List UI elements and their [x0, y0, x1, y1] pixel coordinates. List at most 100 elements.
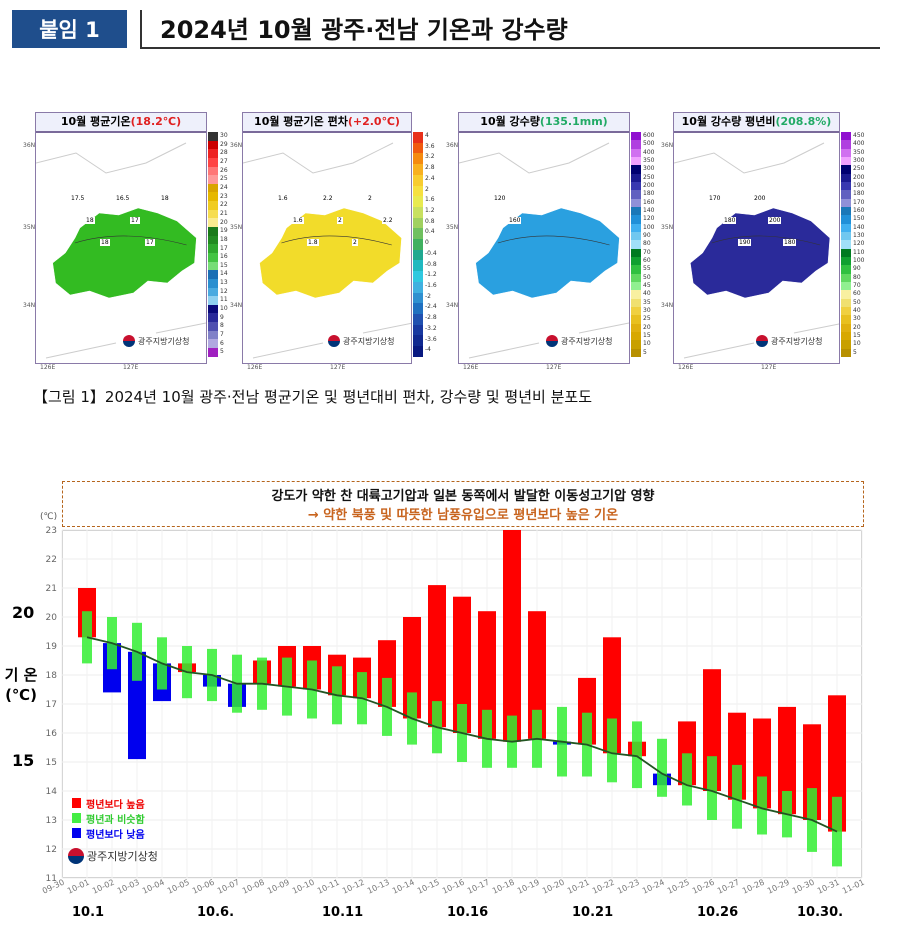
contour-label: 1.6: [292, 217, 304, 224]
colorbar-swatch: [631, 181, 641, 191]
colorbar-swatch: [413, 324, 423, 336]
colorbar-label: 600: [643, 132, 655, 139]
lat-label: 34N: [23, 302, 36, 309]
lon-label: 127E: [761, 364, 777, 371]
colorbar-swatch: [841, 240, 851, 249]
x-tick-label: 11-01: [841, 878, 866, 896]
contour-label: 200: [753, 195, 767, 202]
region-map: [673, 142, 845, 359]
colorbar-swatch: [631, 323, 641, 332]
agency-logo: 광주지방기상청: [123, 335, 190, 347]
colorbar-label: -0.4: [425, 249, 437, 257]
colorbar-label: 20: [220, 218, 228, 226]
x-tick-label: 10-01: [66, 878, 91, 896]
agency-logo: 광주지방기상청: [756, 335, 823, 347]
colorbar-label: -2: [425, 292, 431, 300]
lat-label: 35N: [446, 224, 459, 231]
lat-label: 35N: [230, 224, 243, 231]
colorbar-label: 25: [220, 175, 228, 183]
x-tick-label: 10-13: [366, 878, 391, 896]
contour-label: 1.8: [307, 239, 319, 246]
colorbar-label: 2.4: [425, 174, 435, 182]
colorbar-label: 400: [853, 140, 865, 148]
colorbar-swatch: [631, 340, 641, 349]
colorbar-swatch: [841, 323, 851, 332]
region-fill: [475, 207, 620, 299]
colorbar-label: 200: [643, 182, 655, 189]
contour-label: 18: [100, 239, 110, 246]
colorbar-label: 300: [853, 157, 865, 164]
x-tick-label: 10-25: [666, 878, 691, 896]
colorbar-label: 1.2: [425, 207, 435, 214]
contour-label: 2: [367, 195, 373, 202]
colorbar-swatch: [208, 235, 218, 245]
lat-label: 36N: [661, 142, 674, 149]
colorbar-label: 28: [220, 149, 228, 157]
colorbar-label: 4: [425, 132, 429, 139]
y-tick-label: 13: [46, 816, 57, 826]
colorbar-label: 180: [643, 190, 655, 198]
colorbar-swatch: [841, 132, 851, 141]
colorbar-swatch: [208, 296, 218, 305]
x-tick-label: 10-10: [291, 878, 316, 896]
y-tick-label: 22: [46, 555, 57, 565]
colorbar-label: 190: [853, 182, 865, 189]
page-title: 2024년 10월 광주·전남 기온과 강수량: [160, 16, 568, 44]
colorbar-swatch: [841, 165, 851, 174]
taegeuk-icon: [756, 335, 768, 347]
colorbar-label: 60: [643, 257, 651, 264]
colorbar-swatch: [208, 287, 218, 297]
x-tick-label: 10-15: [416, 878, 441, 896]
x-tick-label: 10-05: [166, 878, 191, 896]
colorbar-label: 23: [220, 192, 228, 200]
x-tick-label: 10-23: [616, 878, 641, 896]
normal-line: [86, 636, 838, 833]
lat-label: 36N: [23, 142, 36, 149]
colorbar-swatch: [208, 209, 218, 219]
colorbar-label: 180: [853, 190, 865, 198]
x-tick-label: 10-28: [741, 878, 766, 896]
lon-label: 126E: [463, 364, 479, 371]
colorbar-swatch: [208, 227, 218, 236]
colorbar-swatch: [841, 181, 851, 191]
x-tick-label: 10-04: [141, 878, 166, 896]
colorbar-label: 120: [853, 240, 865, 248]
colorbar-label: 10: [643, 340, 651, 348]
date-label: 10.6.: [197, 905, 235, 920]
map-title: 10월 강수량(135.1mm): [459, 113, 629, 133]
observed-bar: [778, 706, 796, 815]
colorbar-label: -2.8: [425, 314, 437, 322]
colorbar-label: 0.8: [425, 217, 435, 225]
colorbar-swatch: [413, 217, 423, 229]
colorbar-swatch: [841, 156, 851, 166]
map-title: 10월 평균기온 편차(+2.0℃): [243, 113, 411, 133]
colorbar-label: 200: [853, 173, 865, 181]
colorbar-label: 50: [853, 298, 861, 306]
normal-range-bar: [657, 738, 667, 797]
colorbar-label: 40: [643, 290, 651, 298]
colorbar-swatch: [208, 313, 218, 323]
normal-range-bar: [632, 721, 642, 789]
colorbar-swatch: [208, 278, 218, 288]
colorbar-swatch: [631, 240, 641, 249]
colorbar-label: 12: [220, 287, 228, 295]
colorbar-swatch: [631, 331, 641, 341]
colorbar-swatch: [208, 183, 218, 193]
colorbar-swatch: [208, 192, 218, 202]
colorbar-label: 20: [643, 323, 651, 331]
taegeuk-icon: [546, 335, 558, 347]
contour-label: 17.5: [70, 195, 86, 202]
observed-bar: [428, 585, 446, 728]
colorbar-swatch: [631, 290, 641, 299]
colorbar-swatch: [631, 281, 641, 291]
colorbar-swatch: [413, 239, 423, 250]
y-unit: (℃): [40, 512, 58, 522]
observed-bar: [478, 611, 496, 739]
colorbar-label: 29: [220, 140, 228, 148]
title-divider: [140, 10, 142, 48]
y-big-20: 20: [12, 603, 35, 622]
contour-label: 17: [145, 239, 155, 246]
colorbar: 450 400 350 300 250 200 190 180 170 160 150 140 130 1…: [841, 132, 864, 357]
colorbar-label: -3.6: [425, 335, 437, 343]
colorbar-swatch: [631, 265, 641, 274]
